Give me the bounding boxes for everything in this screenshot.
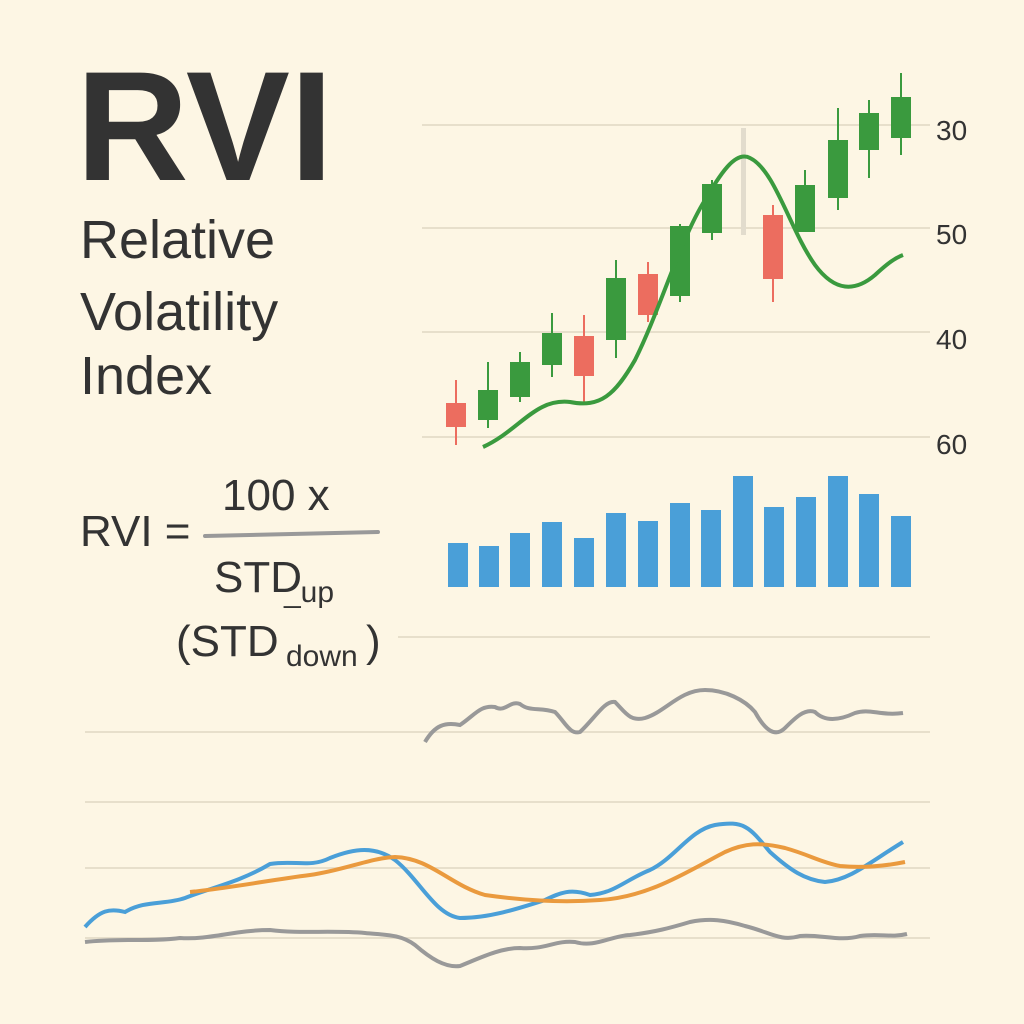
subtitle-line: Relative	[80, 210, 275, 270]
title: RVI	[76, 40, 333, 214]
bar	[828, 476, 848, 587]
axis-label: 60	[936, 429, 967, 460]
bar	[638, 521, 658, 587]
formula-paren: )	[366, 617, 381, 666]
candle-body	[510, 362, 530, 397]
bar	[701, 510, 721, 587]
bar	[670, 503, 690, 587]
candle-body	[542, 333, 562, 365]
candle-body	[446, 403, 466, 427]
candle-body	[606, 278, 626, 340]
bar	[606, 513, 626, 587]
formula-denominator: STD	[214, 553, 302, 602]
bar	[796, 497, 816, 587]
candle-body	[859, 113, 879, 150]
bar	[448, 543, 468, 587]
axis-label: 50	[936, 219, 967, 250]
candle-wick	[741, 128, 746, 235]
candle-body	[478, 390, 498, 420]
bar	[479, 546, 499, 587]
formula-numerator: 100 x	[222, 471, 330, 520]
bar	[859, 494, 879, 587]
candle-body	[795, 185, 815, 232]
axis-label: 40	[936, 324, 967, 355]
candle-body	[574, 336, 594, 376]
bar	[764, 507, 784, 587]
candle-body	[763, 215, 783, 279]
formula-paren: (STD	[176, 617, 279, 666]
candle-body	[638, 274, 658, 315]
volume-bars	[448, 476, 911, 587]
axis-label: 30	[936, 115, 967, 146]
candle-body	[891, 97, 911, 138]
bar	[733, 476, 753, 587]
bar	[574, 538, 594, 587]
candle-body	[828, 140, 848, 198]
orange-line	[189, 842, 906, 904]
gray-line	[423, 687, 904, 744]
bar	[542, 522, 562, 587]
formula-subscript: _up	[283, 576, 334, 609]
formula-subscript: down	[286, 640, 358, 673]
fraction-line	[203, 530, 380, 538]
bar	[510, 533, 530, 587]
bar	[891, 516, 911, 587]
rvi-line	[482, 154, 904, 449]
formula-lhs: RVI =	[80, 507, 190, 556]
gray-line	[84, 917, 908, 969]
subtitle-line: Index	[80, 346, 212, 406]
subtitle-line: Volatility	[80, 282, 278, 342]
